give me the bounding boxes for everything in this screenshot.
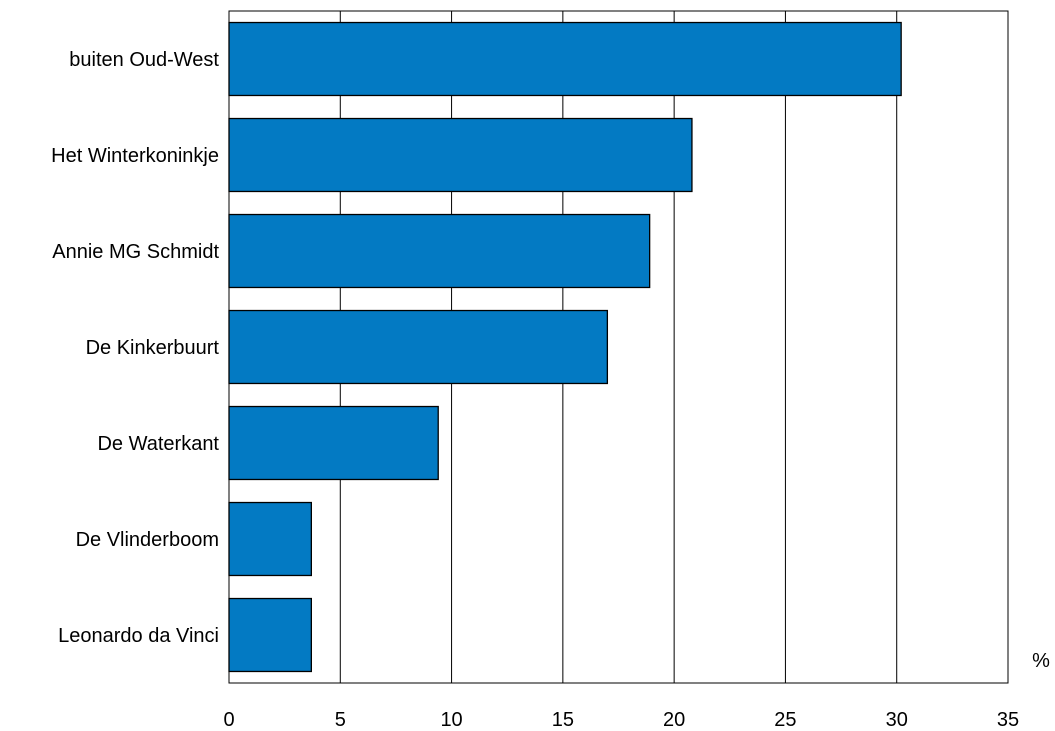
x-tick-labels: 0 5 10 15 20 25 30 35 [223,709,1019,731]
bar [228,597,313,673]
bar [228,501,313,577]
x-tick-label: 35 [997,709,1019,731]
x-tick-label: 25 [774,709,796,731]
bar [228,21,902,97]
bars [228,21,902,673]
category-label: De Kinkerbuurt [86,337,220,359]
plot-frame [228,10,1009,684]
x-unit-label: % [1032,650,1050,672]
bar [228,405,439,481]
x-tick-label: 15 [552,709,574,731]
x-tick-label: 5 [335,709,346,731]
category-label: buiten Oud-West [69,49,219,71]
bar [228,213,651,289]
bar [228,117,693,193]
category-labels: buiten Oud-West Het Winterkoninkje Annie M… [51,49,219,647]
category-label: Leonardo da Vinci [58,625,219,647]
x-tick-label: 30 [886,709,908,731]
x-tick-label: 10 [440,709,462,731]
category-label: Annie MG Schmidt [52,241,219,263]
bar [228,309,609,385]
x-tick-label: 20 [663,709,685,731]
category-label: Het Winterkoninkje [51,145,219,167]
category-label: De Vlinderboom [76,529,219,551]
x-tick-label: 0 [223,709,234,731]
category-label: De Waterkant [97,433,219,455]
